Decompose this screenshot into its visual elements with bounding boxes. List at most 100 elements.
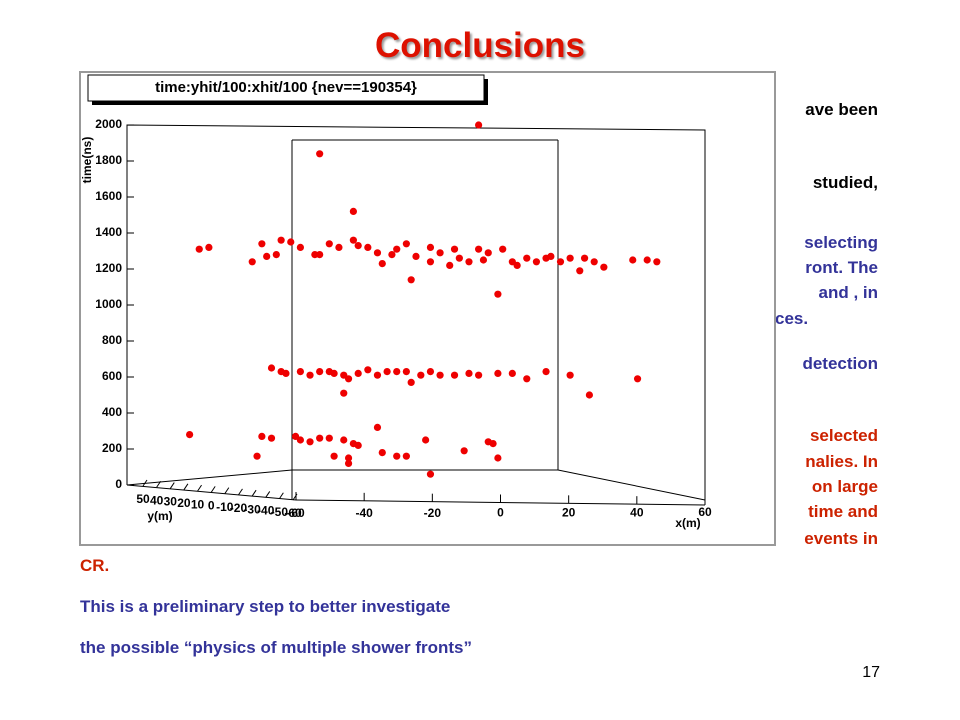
slide-title: Conclusions — [374, 26, 586, 65]
y-tick — [156, 480, 162, 488]
y-tick — [238, 488, 243, 496]
z-tick-label: 1600 — [95, 189, 122, 203]
y-tick-label: -30 — [243, 502, 261, 516]
y-tick-label: 30 — [164, 495, 178, 509]
z-tick-label: 1200 — [95, 261, 122, 275]
point — [325, 240, 333, 248]
y-tick — [142, 479, 148, 487]
point — [296, 436, 304, 444]
point — [633, 375, 642, 383]
point — [306, 371, 314, 379]
y-tick-label: -50 — [271, 505, 289, 519]
point — [373, 423, 382, 431]
point — [277, 236, 285, 244]
point — [446, 261, 454, 269]
point — [340, 389, 348, 397]
point — [393, 245, 401, 253]
point — [566, 371, 574, 379]
point — [499, 245, 507, 253]
y-tick-label: 10 — [191, 497, 205, 511]
point — [475, 371, 483, 379]
point — [450, 245, 459, 253]
y-tick-label: -40 — [257, 504, 275, 518]
point — [248, 258, 256, 266]
point — [267, 434, 276, 442]
x-tick-label: -60 — [287, 506, 305, 520]
point — [205, 243, 213, 251]
z-tick-label: 2000 — [95, 117, 122, 131]
title-box — [87, 74, 485, 102]
point — [378, 260, 386, 268]
text-line: This is a preliminary step to better inv… — [80, 597, 451, 616]
point — [330, 369, 338, 377]
point — [417, 371, 425, 379]
y-tick-label: 0 — [208, 499, 215, 513]
point — [316, 368, 324, 376]
text-fragment: selected — [809, 426, 878, 445]
text-fragment: events in — [804, 529, 878, 548]
text-fragment: ront. The — [805, 258, 878, 277]
point — [460, 447, 468, 455]
y-tick — [251, 489, 257, 497]
y-tick — [169, 482, 175, 489]
x-tick-label: 20 — [562, 506, 576, 520]
z-tick-label: 800 — [102, 333, 122, 347]
point — [494, 454, 502, 462]
x-tick-label: -40 — [355, 506, 373, 520]
point — [426, 258, 435, 266]
point — [412, 252, 420, 260]
point — [576, 267, 584, 275]
point — [388, 251, 396, 259]
point — [393, 452, 401, 460]
z-axis-label: time(ns) — [80, 137, 94, 184]
y-axis-label: y(m) — [147, 509, 172, 523]
point — [296, 243, 304, 251]
point — [335, 243, 343, 251]
x-tick-label: 0 — [497, 506, 504, 520]
point — [426, 368, 435, 376]
point — [489, 440, 497, 448]
point — [340, 436, 348, 444]
point — [378, 449, 386, 457]
point — [383, 368, 391, 376]
point — [532, 258, 541, 266]
point — [186, 431, 194, 439]
point — [393, 368, 401, 376]
z-tick-label: 1800 — [95, 153, 122, 167]
text-fragment: time and — [808, 502, 878, 521]
x-tick-label: 60 — [698, 505, 712, 519]
point — [494, 290, 502, 298]
z-tick-label: 200 — [102, 441, 122, 455]
point — [600, 263, 608, 271]
y-tick-label: -10 — [216, 500, 234, 514]
x-axis-label: x(m) — [675, 516, 700, 530]
point — [402, 368, 410, 376]
point — [436, 249, 444, 257]
point — [354, 441, 362, 449]
y-tick — [183, 483, 189, 491]
point — [547, 252, 555, 260]
point — [465, 258, 473, 266]
y-tick — [292, 493, 298, 501]
point — [556, 258, 565, 266]
point — [407, 276, 415, 284]
y-tick — [224, 487, 230, 494]
point — [422, 436, 430, 444]
point — [475, 245, 483, 253]
point — [287, 238, 295, 246]
point — [629, 256, 637, 264]
x-tick-label: 40 — [630, 505, 644, 519]
point — [494, 369, 502, 377]
point — [585, 391, 594, 399]
point — [373, 249, 382, 257]
point — [364, 366, 372, 374]
point — [542, 368, 550, 376]
point — [316, 434, 324, 442]
text-fragment: ces. — [775, 309, 809, 328]
y-tick — [278, 492, 284, 500]
point — [653, 258, 661, 266]
y-tick-label: -20 — [230, 501, 248, 515]
y-tick-label: 40 — [150, 493, 164, 507]
